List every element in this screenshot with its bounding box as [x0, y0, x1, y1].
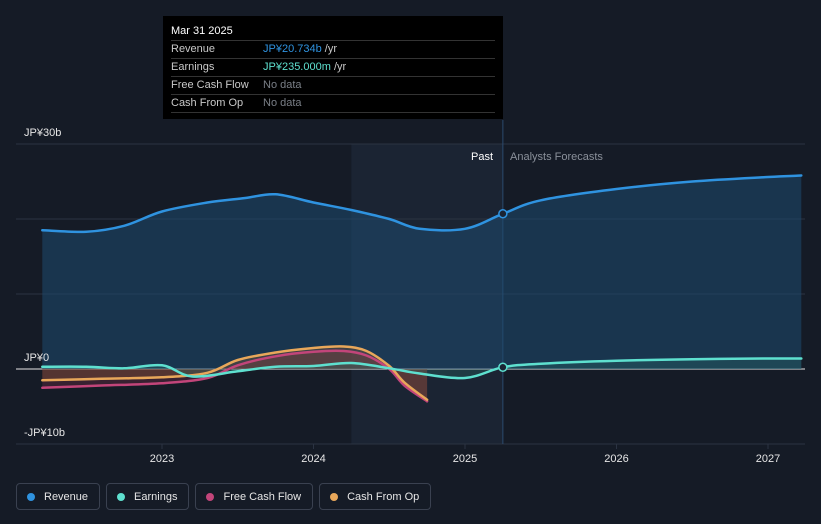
earnings-marker — [498, 362, 508, 372]
free-cash-flow-line — [41, 349, 429, 403]
x-tick-label: 2027 — [756, 453, 780, 465]
legend-label: Free Cash Flow — [223, 490, 302, 503]
tooltip-value: JP¥235.000m — [263, 61, 331, 73]
legend: Revenue Earnings Free Cash Flow Cash Fro… — [16, 483, 432, 510]
tooltip: Mar 31 2025 Revenue JP¥20.734b /yr Earni… — [163, 16, 503, 119]
tooltip-unit: /yr — [330, 61, 347, 73]
legend-label: Earnings — [134, 490, 178, 503]
legend-item-revenue[interactable]: Revenue — [16, 483, 101, 510]
tooltip-row-fcf: Free Cash Flow No data — [171, 77, 495, 95]
tooltip-label: Cash From Op — [171, 97, 244, 109]
earnings-dot-icon — [117, 492, 126, 501]
revenue-line — [41, 174, 803, 234]
tooltip-label: Revenue — [171, 43, 216, 55]
earnings-line — [41, 357, 803, 380]
x-tick-label: 2024 — [301, 453, 325, 465]
tooltip-row-earnings: Earnings JP¥235.000m /yr — [171, 59, 495, 77]
tooltip-row-cfo: Cash From Op No data — [171, 95, 495, 113]
legend-item-free-cash-flow[interactable]: Free Cash Flow — [195, 483, 314, 510]
tooltip-label: Free Cash Flow — [171, 79, 249, 91]
cash-from-op-dot-icon — [330, 492, 339, 501]
x-tick-label: 2025 — [453, 453, 477, 465]
revenue-area — [42, 175, 802, 369]
y-axis-label-top: JP¥30b — [24, 127, 61, 139]
tooltip-value: No data — [263, 79, 302, 91]
x-tick-label: 2023 — [150, 453, 174, 465]
tooltip-unit: /yr — [321, 43, 337, 55]
past-label: Past — [471, 151, 493, 163]
y-axis-label-bottom: -JP¥10b — [24, 427, 65, 439]
tooltip-row-revenue: Revenue JP¥20.734b /yr — [171, 41, 495, 59]
revenue-marker — [498, 209, 508, 219]
legend-label: Revenue — [44, 490, 89, 503]
earnings-area — [42, 358, 802, 379]
cash-from-op-area — [42, 346, 428, 400]
y-axis-label-zero: JP¥0 — [24, 352, 49, 364]
revenue-dot-icon — [27, 492, 35, 501]
legend-label: Cash From Op — [347, 490, 420, 503]
free-cash-flow-dot-icon — [206, 492, 215, 501]
tooltip-value: JP¥20.734b — [263, 43, 322, 55]
x-axis-ticks: 2023 2024 2025 2026 2027 — [150, 444, 780, 465]
markers — [498, 209, 508, 372]
tooltip-label: Earnings — [171, 61, 215, 73]
legend-item-earnings[interactable]: Earnings — [106, 483, 190, 510]
axis-labels: JP¥30b JP¥0 -JP¥10b Past Analysts Foreca… — [24, 127, 603, 439]
legend-item-cash-from-op[interactable]: Cash From Op — [319, 483, 432, 510]
tooltip-date: Mar 31 2025 — [171, 22, 495, 41]
series-lines — [41, 174, 803, 403]
x-tick-label: 2026 — [604, 453, 628, 465]
forecast-label: Analysts Forecasts — [510, 151, 603, 163]
tooltip-value: No data — [263, 97, 302, 109]
